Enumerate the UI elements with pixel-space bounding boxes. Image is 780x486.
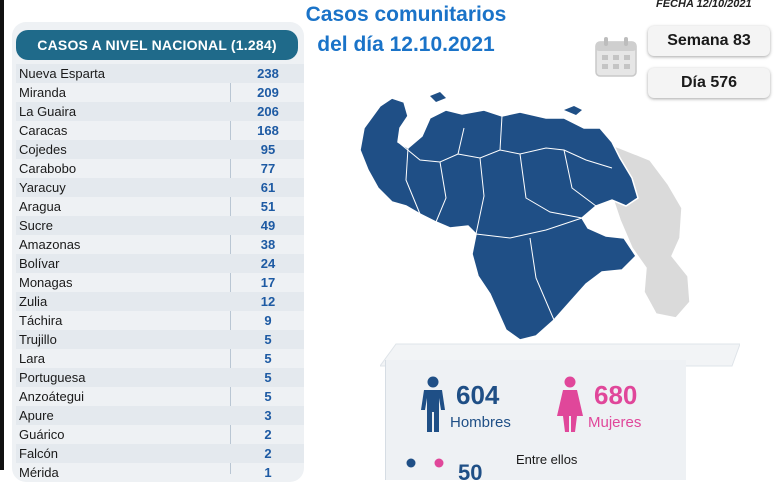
- state-name: Caracas: [19, 123, 68, 138]
- table-row: Falcón 2: [16, 444, 304, 463]
- north-island: [430, 92, 446, 102]
- title-line-2: del día 12.10.2021: [317, 33, 495, 56]
- table-row: Caracas 168: [16, 121, 304, 140]
- state-case-count: 9: [264, 313, 272, 328]
- state-name: Carabobo: [19, 161, 77, 176]
- state-case-count: 5: [264, 332, 272, 347]
- table-row: Yaracuy 61: [16, 178, 304, 197]
- table-row: Portuguesa 5: [16, 368, 304, 387]
- table-row: La Guaira 206: [16, 102, 304, 121]
- table-row: Anzoátegui 5: [16, 387, 304, 406]
- woman-icon: [557, 376, 583, 432]
- state-name: Aragua: [19, 199, 61, 214]
- state-name: Bolívar: [19, 256, 60, 271]
- title-line-1: Casos comunitarios: [305, 3, 507, 26]
- state-name: Zulia: [19, 294, 48, 309]
- state-case-count: 24: [260, 256, 276, 271]
- state-case-count: 2: [264, 427, 272, 442]
- state-name: Cojedes: [19, 142, 67, 157]
- state-case-count: 49: [260, 218, 276, 233]
- state-case-count: 5: [264, 389, 272, 404]
- venezuela-map: [359, 92, 691, 341]
- state-name: Sucre: [19, 218, 53, 233]
- state-name: Anzoátegui: [19, 389, 85, 404]
- entre-ellos-label: Entre ellos: [516, 452, 578, 467]
- state-name: Nueva Esparta: [19, 66, 105, 81]
- state-name: Mérida: [19, 465, 59, 480]
- table-row: Sucre 49: [16, 216, 304, 235]
- state-name: Portuguesa: [19, 370, 86, 385]
- state-case-count: 5: [264, 351, 272, 366]
- state-name: Táchira: [19, 313, 63, 328]
- day-badge: Día 576: [648, 68, 770, 98]
- table-row: Nueva Esparta 238: [16, 64, 304, 83]
- table-row: Cojedes 95: [16, 140, 304, 159]
- state-case-count: 168: [257, 123, 279, 138]
- small-man-icon: [406, 458, 416, 468]
- table-row: Trujillo 5: [16, 330, 304, 349]
- state-name: Miranda: [19, 85, 66, 100]
- state-case-count: 17: [260, 275, 276, 290]
- state-case-count: 206: [257, 104, 279, 119]
- state-case-count: 209: [257, 85, 279, 100]
- cases-table-heading: CASOS A NIVEL NACIONAL (1.284): [16, 30, 298, 60]
- state-name: Falcón: [19, 446, 59, 461]
- cases-table-rows: Nueva Esparta 238 Miranda 209 La Guaira 206 Ca…: [16, 64, 304, 482]
- state-case-count: 51: [260, 199, 276, 214]
- table-row: Miranda 209: [16, 83, 304, 102]
- state-name: Guárico: [19, 427, 65, 442]
- state-name: Monagas: [19, 275, 73, 290]
- men-label: Hombres: [450, 414, 511, 431]
- week-badge: Semana 83: [648, 26, 770, 56]
- state-name: Apure: [19, 408, 54, 423]
- table-row: Apure 3: [16, 406, 304, 425]
- state-name: Trujillo: [19, 332, 57, 347]
- left-border: [0, 0, 4, 470]
- table-row: Bolívar 24: [16, 254, 304, 273]
- state-case-count: 61: [260, 180, 276, 195]
- state-name: Amazonas: [19, 237, 81, 252]
- table-row: Táchira 9: [16, 311, 304, 330]
- state-case-count: 238: [257, 66, 279, 81]
- state-case-count: 3: [264, 408, 272, 423]
- state-case-count: 95: [260, 142, 276, 157]
- page-title: Casos comunitarios del día 12.10.2021: [296, 0, 516, 60]
- table-row: Carabobo 77: [16, 159, 304, 178]
- state-case-count: 1: [264, 465, 272, 480]
- state-case-count: 12: [260, 294, 276, 309]
- women-count: 680: [594, 380, 638, 410]
- calendar-icon: [595, 37, 637, 77]
- state-name: Yaracuy: [19, 180, 66, 195]
- table-row: Aragua 51: [16, 197, 304, 216]
- table-row: Zulia 12: [16, 292, 304, 311]
- partial-count: 50: [458, 460, 483, 485]
- state-case-count: 77: [260, 161, 276, 176]
- small-woman-icon: [434, 458, 444, 468]
- state-borders: [397, 115, 613, 321]
- cases-table-panel: [12, 22, 304, 482]
- state-name: Lara: [19, 351, 46, 366]
- state-case-count: 2: [264, 446, 272, 461]
- state-case-count: 38: [260, 237, 276, 252]
- state-name: La Guaira: [19, 104, 77, 119]
- men-count: 604: [456, 380, 500, 410]
- table-row: Lara 5: [16, 349, 304, 368]
- date-label: FECHA 12/10/2021: [656, 0, 752, 10]
- table-row: Monagas 17: [16, 273, 304, 292]
- table-row: Mérida 1: [16, 463, 304, 482]
- state-case-count: 5: [264, 370, 272, 385]
- venezuela-territory: [359, 97, 639, 341]
- man-icon: [421, 376, 445, 432]
- table-row: Guárico 2: [16, 425, 304, 444]
- women-label: Mujeres: [588, 414, 642, 431]
- margarita-island: [564, 106, 582, 115]
- table-row: Amazonas 38: [16, 235, 304, 254]
